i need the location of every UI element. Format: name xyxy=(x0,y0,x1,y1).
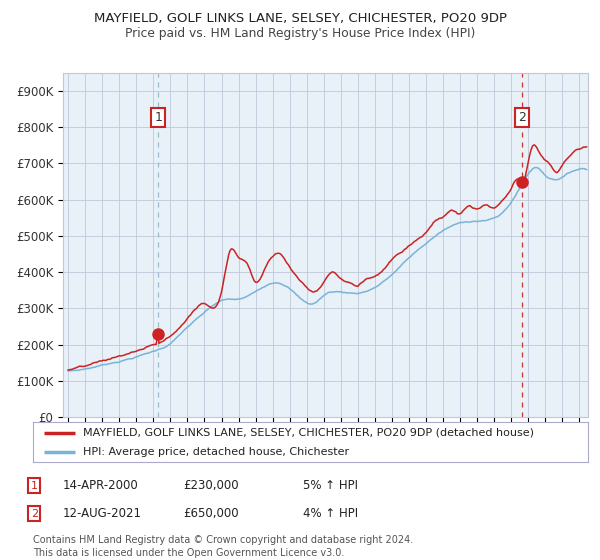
Text: 2: 2 xyxy=(518,111,526,124)
Text: £230,000: £230,000 xyxy=(183,479,239,492)
Text: MAYFIELD, GOLF LINKS LANE, SELSEY, CHICHESTER, PO20 9DP (detached house): MAYFIELD, GOLF LINKS LANE, SELSEY, CHICH… xyxy=(83,428,534,438)
Text: 2: 2 xyxy=(31,508,38,519)
Text: MAYFIELD, GOLF LINKS LANE, SELSEY, CHICHESTER, PO20 9DP: MAYFIELD, GOLF LINKS LANE, SELSEY, CHICH… xyxy=(94,12,506,25)
Text: Contains HM Land Registry data © Crown copyright and database right 2024.
This d: Contains HM Land Registry data © Crown c… xyxy=(33,535,413,558)
Text: 12-AUG-2021: 12-AUG-2021 xyxy=(63,507,142,520)
Text: £650,000: £650,000 xyxy=(183,507,239,520)
Text: Price paid vs. HM Land Registry's House Price Index (HPI): Price paid vs. HM Land Registry's House … xyxy=(125,27,475,40)
Text: 1: 1 xyxy=(31,480,38,491)
Text: HPI: Average price, detached house, Chichester: HPI: Average price, detached house, Chic… xyxy=(83,446,349,456)
Text: 5% ↑ HPI: 5% ↑ HPI xyxy=(303,479,358,492)
Text: 14-APR-2000: 14-APR-2000 xyxy=(63,479,139,492)
Text: 1: 1 xyxy=(154,111,162,124)
Text: 4% ↑ HPI: 4% ↑ HPI xyxy=(303,507,358,520)
